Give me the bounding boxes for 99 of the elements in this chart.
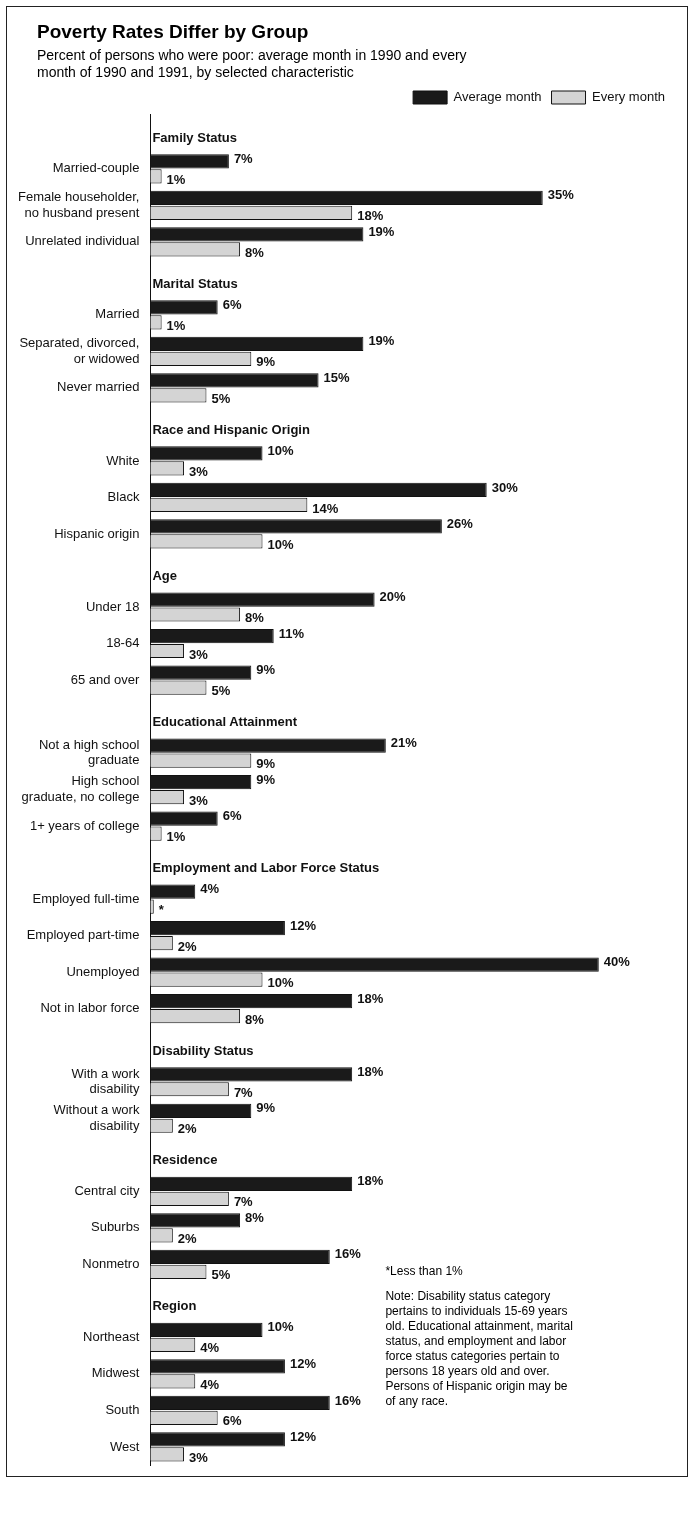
data-label: 10% [267,1319,294,1335]
data-label: 14% [312,500,339,516]
y-tick-label: Not in labor force [40,1000,140,1016]
y-tick-label: Under 18 [85,598,140,614]
y-tick-label: Married-couple [52,160,140,176]
legend-label: Average month [453,89,542,105]
data-label: 9% [256,756,276,772]
y-tick-label: South [105,1402,140,1417]
y-tick-label: Without a work disability [53,1102,140,1133]
y-tick-label: Not a high school graduate [38,736,140,768]
data-label: 19% [368,333,395,349]
data-label: 16% [334,1392,362,1408]
y-tick-label: Midwest [91,1365,140,1381]
data-label: 7% [233,150,254,166]
y-tick-label: Central city [74,1182,140,1198]
data-label: 1% [166,317,186,333]
y-tick-label: Married [95,306,140,322]
data-label: 1% [166,829,186,845]
y-tick-label: Suburbs [90,1219,140,1235]
data-label: 10% [267,537,294,553]
y-tick-label: Race and Hispanic Origin [152,421,310,437]
y-tick-label: 1+ years of college [29,817,140,833]
data-label: 5% [211,1267,231,1283]
data-label: * [158,902,165,918]
data-label: 5% [211,683,231,699]
data-label: 2% [177,1230,198,1246]
y-tick-label: High school graduate, no college [21,773,140,804]
data-label: 6% [222,808,242,824]
chart-title: Poverty Rates Differ by Group [37,21,310,43]
y-tick-label: White [106,452,140,468]
data-label: 18% [357,208,384,224]
y-tick-label: Separated, divorced, or widowed [19,335,140,366]
data-label: 3% [189,792,209,808]
y-tick-label: Black [107,489,140,505]
data-label: 9% [256,354,276,370]
data-label: 7% [233,1194,254,1210]
data-label: 18% [357,990,384,1006]
data-label: 4% [200,1340,220,1356]
data-label: 10% [267,975,294,991]
y-tick-label: Employment and Labor Force Status [152,860,380,876]
y-tick-label: Family Status [152,129,237,145]
data-label: 12% [289,917,317,933]
data-label: 19% [368,223,395,239]
legend-label: Every month [592,89,666,105]
y-tick-label: Residence [152,1152,218,1168]
data-label: 11% [278,625,305,641]
y-tick-label: Hispanic origin [54,525,140,541]
y-tick-label: With a work disability [71,1065,140,1097]
y-tick-label: Never married [57,379,140,395]
y-tick-label: 65 and over [70,671,141,687]
data-label: 3% [189,1450,209,1466]
data-label: 8% [245,610,265,626]
data-label: 18% [357,1063,384,1079]
y-tick-label: Marital Status [152,275,238,291]
data-label: 7% [233,1084,254,1100]
data-label: 5% [211,390,231,406]
data-label: 12% [289,1355,317,1371]
annotation: *Less than 1% [385,1264,464,1280]
y-tick-label: Age [152,568,177,584]
data-label: 12% [289,1429,317,1445]
data-label: 6% [222,1413,242,1429]
y-tick-label: West [110,1438,140,1454]
data-label: 18% [357,1173,384,1189]
data-label: 8% [245,1209,265,1225]
data-label: 4% [200,881,220,897]
y-tick-label: Unemployed [66,963,140,979]
data-label: 9% [256,1100,276,1116]
data-label: 21% [390,735,418,751]
annotation: Note: Disability status category pertains to individuals 15-69 years old. Educational attainment, marital status, and employment and labor force status categories pertain to persons 18 years old and over. Persons of Hispanic origin may be of any race. [385,1289,574,1410]
data-label: 35% [547,187,575,203]
y-tick-label: Employed full-time [32,890,140,906]
data-label: 9% [256,771,276,787]
y-tick-label: Northeast [83,1328,140,1344]
data-label: 26% [446,516,474,532]
data-label: 9% [256,662,276,678]
y-tick-label: Female householder, no husband present [17,189,140,220]
data-label: 20% [379,589,407,605]
data-label: 2% [177,1121,198,1137]
y-tick-label: Employed part-time [26,927,140,943]
data-label: 40% [603,954,631,970]
chart-subtitle: Percent of persons who were poor: average month in 1990 and every month of 1990 and 1991, by selected characteristic [37,47,468,81]
y-tick-label: Region [152,1298,197,1314]
data-label: 16% [334,1246,362,1262]
y-tick-label: 18-64 [106,635,140,651]
data-label: 10% [267,443,294,459]
y-tick-label: Disability Status [152,1042,254,1058]
data-label: 8% [245,1011,265,1027]
data-label: 15% [323,369,351,385]
data-label: 3% [189,646,209,662]
y-tick-label: Nonmetro [82,1255,140,1271]
data-label: 4% [200,1376,220,1392]
data-label: 1% [166,171,186,187]
data-label: 2% [177,938,198,954]
y-tick-label: Unrelated individual [25,233,140,249]
data-label: 30% [491,479,519,495]
data-label: 3% [189,463,209,479]
data-label: 8% [245,244,265,260]
data-label: 6% [222,296,242,312]
y-tick-label: Educational Attainment [152,714,298,730]
